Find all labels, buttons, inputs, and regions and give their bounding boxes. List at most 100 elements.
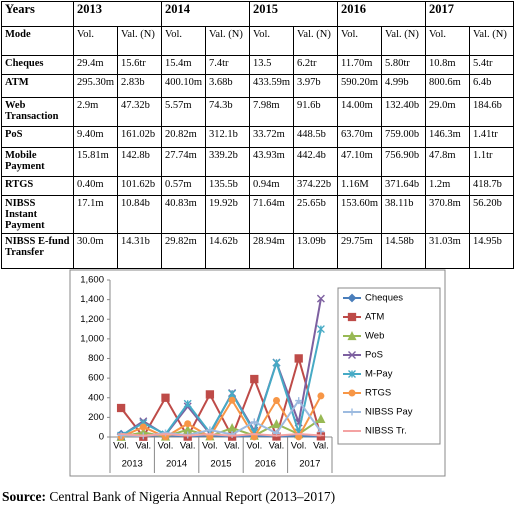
table-cell: 15.4m [161, 55, 206, 75]
point-marker [162, 429, 169, 437]
table-cell: Vol. [425, 26, 470, 56]
table-cell: Val. (N) [381, 26, 426, 56]
table-row: NIBSS Instant Payment 17.1m 10.84b 40.83m 19… [1, 195, 514, 234]
table-cell: 7.4tr [205, 55, 250, 75]
x-tick-label: Vol. [158, 441, 174, 452]
x-tick-label: Vol. [113, 441, 129, 452]
table-cell: 14.62b [205, 233, 250, 269]
table-cell: Mode [1, 26, 74, 56]
point-marker [348, 408, 356, 416]
table-cell: 448.5b [293, 126, 338, 148]
point-marker [184, 420, 192, 428]
y-tick-label: 1,600 [80, 275, 104, 286]
point-marker [317, 392, 325, 400]
table-cell: 2016 [337, 1, 426, 27]
x-tick-label: Vol. [202, 441, 218, 452]
point-marker [250, 374, 259, 384]
table-cell: 63.70m [337, 126, 382, 148]
data-table: Years 2013 2014 2015 2016 2017 Mode Vol. Val. (N… [1, 1, 514, 269]
table-row: NIBSS E-fund Transfer 30.0m 14.31b 29.82m 14… [1, 233, 514, 269]
x-group-label: 2016 [255, 459, 276, 470]
table-cell: 418.7b [469, 176, 514, 196]
table-cell: 71.64m [249, 195, 294, 234]
table-cell: 0.94m [249, 176, 294, 196]
table-cell: 161.02b [117, 126, 162, 148]
x-tick-label: Val. [313, 441, 329, 452]
x-group-label: 2013 [122, 459, 143, 470]
table-cell: 29.4m [73, 55, 118, 75]
point-marker [347, 331, 357, 341]
table-cell: 442.4b [293, 147, 338, 177]
legend-label: M-Pay [365, 369, 393, 380]
point-marker [206, 426, 214, 434]
point-marker [347, 312, 357, 322]
table-cell: 590.20m [337, 74, 382, 98]
x-tick-label: Vol. [246, 441, 262, 452]
table-cell: Cheques [1, 55, 74, 75]
table-cell: 371.64b [381, 176, 426, 196]
y-tick-label: 200 [88, 412, 104, 423]
table-cell: 3.68b [205, 74, 250, 98]
table-cell: 38.11b [381, 195, 426, 234]
source-label: Source: [2, 489, 46, 504]
table-row: RTGS 0.40m 101.62b 0.57m 135.5b 0.94m 374.22b 1… [1, 176, 514, 196]
point-marker [348, 351, 356, 359]
x-tick-label: Val. [180, 441, 196, 452]
table-row: ATM 295.30m 2.83b 400.10m 3.68b 433.59m 3.97b 5… [1, 74, 514, 98]
table-cell: 31.03m [425, 233, 470, 269]
y-tick-label: 800 [88, 353, 104, 364]
point-marker [205, 390, 215, 399]
legend-label: ATM [365, 312, 384, 323]
table-cell: 1.16M [337, 176, 382, 196]
x-tick-label: Vol. [291, 441, 307, 452]
table-cell: 5.4tr [469, 55, 514, 75]
table-cell: 5.80tr [381, 55, 426, 75]
table-cell: PoS [1, 126, 74, 148]
point-marker [116, 403, 126, 413]
legend-label: Cheques [365, 293, 403, 304]
table-cell: Years [1, 1, 74, 27]
series-line [120, 328, 322, 437]
point-marker [271, 419, 282, 429]
point-marker [294, 354, 303, 363]
x-group-label: 2014 [166, 459, 187, 470]
x-group-label: 2017 [299, 459, 320, 470]
table-cell: Vol. [73, 26, 118, 56]
table-cell: 10.84b [117, 195, 162, 234]
table-cell: Vol. [249, 26, 294, 56]
table-cell: 101.62b [117, 176, 162, 196]
table-cell: 14.00m [337, 97, 382, 127]
table-cell: 142.8b [117, 147, 162, 177]
point-marker [316, 325, 325, 334]
point-marker [348, 370, 356, 378]
table-row: Web Transaction 2.9m 47.32b 5.57m 74.3b 7.98m… [1, 97, 514, 127]
table-cell: 433.59m [249, 74, 294, 98]
table-cell: 47.10m [337, 147, 382, 177]
table-cell: 15.81m [73, 147, 118, 177]
point-marker [317, 427, 325, 435]
table-cell: 29.0m [425, 97, 470, 127]
table-cell: 132.40b [381, 97, 426, 127]
table-cell: 25.65b [293, 195, 338, 234]
source-line: Source: Central Bank of Nigeria Annual R… [2, 489, 335, 505]
table-cell: 1.1tr [469, 147, 514, 177]
table-cell: 3.97b [293, 74, 338, 98]
x-tick-label: Val. [135, 441, 151, 452]
table-cell: 2014 [161, 1, 250, 27]
table-cell: 56.20b [469, 195, 514, 234]
table-cell: 43.93m [249, 147, 294, 177]
table-cell: 11.70m [337, 55, 382, 75]
table-row: PoS 9.40m 161.02b 20.82m 312.1b 33.72m 448.5b 6… [1, 126, 514, 148]
table-cell: 2.83b [117, 74, 162, 98]
table-cell: 15.6tr [117, 55, 162, 75]
table-cell: Val. (N) [117, 26, 162, 56]
table-cell: 20.82m [161, 126, 206, 148]
table-cell: Val. (N) [293, 26, 338, 56]
table-cell: 13.5 [249, 55, 294, 75]
table-cell: 0.57m [161, 176, 206, 196]
table-cell: 28.94m [249, 233, 294, 269]
point-marker [316, 413, 326, 424]
y-tick-label: 600 [88, 373, 104, 384]
table-cell: 47.8m [425, 147, 470, 177]
table-cell: Vol. [161, 26, 206, 56]
